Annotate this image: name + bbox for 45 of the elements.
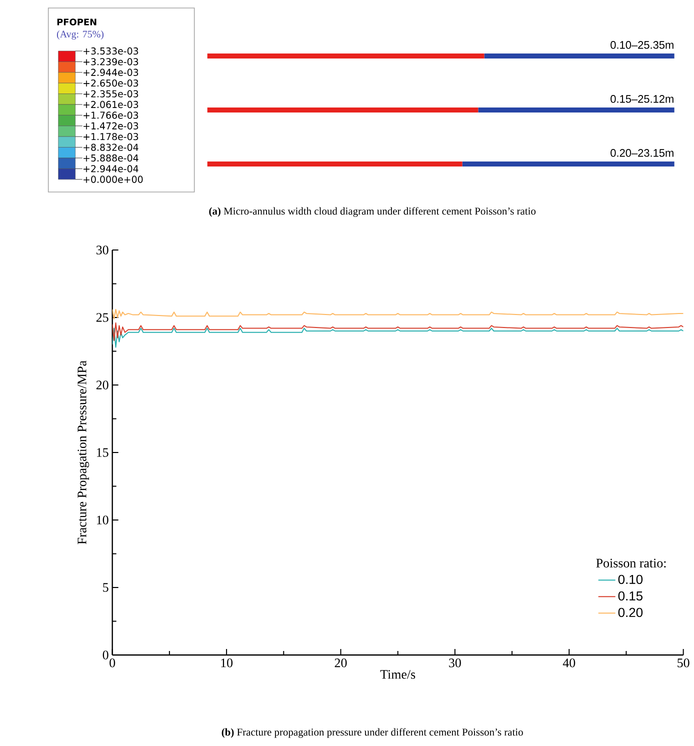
legend-title: Poisson ratio: xyxy=(596,558,666,568)
category-label: +2.355e-03 xyxy=(83,90,138,98)
x-tick-label: 10 xyxy=(221,658,232,668)
y-tick-label: 0 xyxy=(102,650,108,660)
x-tick-label: 40 xyxy=(562,658,575,668)
y-tick-label: 10 xyxy=(96,516,108,524)
annotation: 0.10–25.35m xyxy=(610,41,674,49)
x-tick-label: 30 xyxy=(448,658,461,668)
text: (b) Fracture propagation pressure under different cement Poisson’s ratio xyxy=(222,728,523,738)
category-label: +3.239e-03 xyxy=(83,58,138,66)
x-tick-label: 0 xyxy=(109,658,115,668)
text: PFOPEN xyxy=(57,18,96,26)
category-label: +2.944e-04 xyxy=(83,165,138,172)
category-label: +0.000e+00 xyxy=(83,176,143,183)
category-label: +5.888e-04 xyxy=(83,154,138,162)
bar xyxy=(484,54,674,58)
category-label: +1.766e-03 xyxy=(83,112,138,119)
bar xyxy=(207,108,478,112)
x-tick-label: 50 xyxy=(677,658,690,668)
bar xyxy=(207,162,462,166)
text: (a) Micro-annulus width cloud diagram under different cement Poisson’s ratio xyxy=(209,207,536,217)
x-axis-title: Time/s xyxy=(380,670,415,679)
legend-label: 0.10 xyxy=(618,574,642,584)
category-label: +2.061e-03 xyxy=(83,100,138,108)
legend-label: 0.15 xyxy=(618,591,642,601)
annotation: 0.15–25.12m xyxy=(610,95,674,103)
category-label: +2.944e-03 xyxy=(83,68,138,76)
category-label: +1.178e-03 xyxy=(83,133,138,140)
category-label: +1.472e-03 xyxy=(83,122,138,130)
text: (Avg: 75%) xyxy=(56,30,104,40)
bar xyxy=(207,54,484,58)
category-label: +3.533e-03 xyxy=(83,47,138,55)
y-tick-label: 25 xyxy=(96,313,108,322)
category-label: +2.650e-03 xyxy=(83,80,138,87)
y-axis-title: Fracture Propagation Pressure/MPa xyxy=(78,360,89,544)
legend-label: 0.20 xyxy=(618,608,642,618)
category-label: +8.832e-04 xyxy=(83,144,138,151)
y-tick-label: 15 xyxy=(96,448,108,457)
y-tick-label: 5 xyxy=(102,583,108,592)
y-tick-label: 20 xyxy=(96,380,108,390)
annotation: 0.20–23.15m xyxy=(610,149,674,157)
y-tick-label: 30 xyxy=(96,246,108,254)
bar xyxy=(462,162,674,166)
bar xyxy=(478,108,674,112)
x-tick-label: 20 xyxy=(334,658,347,668)
